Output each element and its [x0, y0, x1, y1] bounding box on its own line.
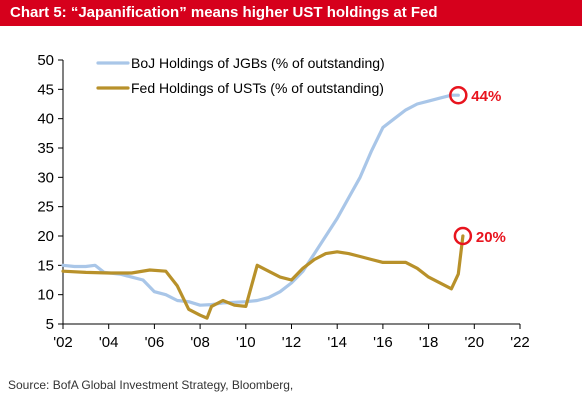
x-tick-label: '02: [53, 334, 73, 351]
annotation-circle: [453, 226, 473, 246]
annotation-label: 44%: [471, 88, 501, 105]
series-line-boj: [61, 93, 460, 307]
x-tick-label: '08: [190, 334, 210, 351]
y-tick-label: 45: [37, 81, 54, 98]
x-tick-label: '04: [99, 334, 119, 351]
x-tick-label: '20: [465, 334, 485, 351]
x-tick-label: '06: [145, 334, 165, 351]
x-tick-label: '18: [419, 334, 439, 351]
y-tick-label: 20: [37, 228, 54, 245]
series-line-fed: [61, 234, 465, 320]
x-tick-label: '10: [236, 334, 256, 351]
y-tick-label: 15: [37, 257, 54, 274]
x-tick-label: '14: [327, 334, 347, 351]
annotation-circle: [449, 85, 468, 105]
legend-label: BoJ Holdings of JGBs (% of outstanding): [131, 55, 385, 71]
y-tick-label: 35: [37, 140, 54, 157]
chart-legend: BoJ Holdings of JGBs (% of outstanding) F…: [96, 55, 385, 96]
x-tick-label: '12: [282, 334, 302, 351]
chart-title: Chart 5: “Japanification” means higher U…: [0, 0, 582, 26]
x-tick-label: '16: [373, 334, 393, 351]
chart-annotations: 44% 20%: [449, 85, 506, 246]
annotation-label: 20%: [476, 229, 506, 246]
y-tick-label: 5: [46, 316, 54, 333]
y-tick-label: 25: [37, 199, 54, 216]
y-tick-label: 40: [37, 111, 54, 128]
legend-label: Fed Holdings of USTs (% of outstanding): [131, 80, 384, 96]
chart-series: [61, 93, 465, 320]
y-tick-label: 30: [37, 169, 54, 186]
y-tick-label: 10: [37, 287, 54, 304]
line-chart: 5 10 15 20 25 30 35 40 45 50 '02 '04 '06 '08 '10 '12 '14…: [37, 52, 529, 351]
x-tick-label: '22: [510, 334, 530, 351]
chart-axes: 5 10 15 20 25 30 35 40 45 50 '02 '04 '06 '08 '10 '12 '14…: [37, 52, 529, 351]
y-tick-label: 50: [37, 52, 54, 69]
source-note: Source: BofA Global Investment Strategy,…: [8, 378, 294, 392]
